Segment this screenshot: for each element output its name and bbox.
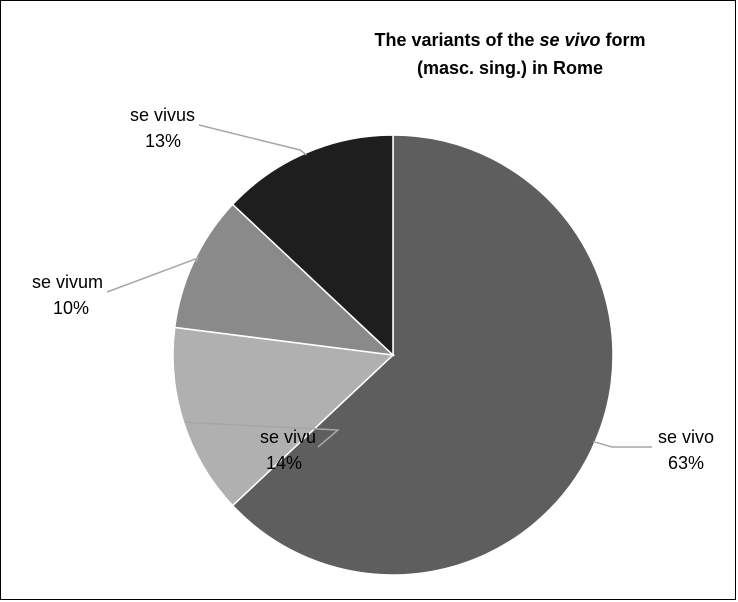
slice-label-se-vivus: se vivus bbox=[130, 105, 195, 125]
leader-line-se-vivum bbox=[106, 256, 200, 293]
leader-line-se-vivus bbox=[198, 124, 307, 156]
slice-percent-se-vivus: 13% bbox=[145, 131, 181, 151]
pie-slice-se-vivus bbox=[231, 134, 394, 357]
chart-title-line2: (masc. sing.) in Rome bbox=[416, 58, 604, 78]
pie-slice-se-vivu bbox=[172, 326, 395, 507]
slice-percent-se-vivu: 14% bbox=[266, 453, 302, 473]
slice-label-se-vivo: se vivo bbox=[658, 427, 714, 447]
chart-title: The variants of the se vivo form (masc. … bbox=[290, 26, 730, 82]
chart-title-suffix: form bbox=[600, 30, 646, 50]
leader-line-se-vivu bbox=[185, 421, 340, 448]
slice-percent-se-vivo: 63% bbox=[668, 453, 704, 473]
slice-label-se-vivu: se vivu bbox=[260, 427, 316, 447]
chart-title-line1: The variants of the se vivo form bbox=[290, 26, 730, 54]
pie-slice-se-vivum bbox=[173, 203, 396, 357]
leader-line-se-vivo bbox=[592, 440, 652, 448]
slice-label-se-vivum: se vivum bbox=[32, 272, 103, 292]
slice-percent-se-vivum: 10% bbox=[53, 298, 89, 318]
chart-title-italic: se vivo bbox=[539, 30, 601, 50]
chart-title-prefix: The variants of the bbox=[374, 30, 540, 50]
